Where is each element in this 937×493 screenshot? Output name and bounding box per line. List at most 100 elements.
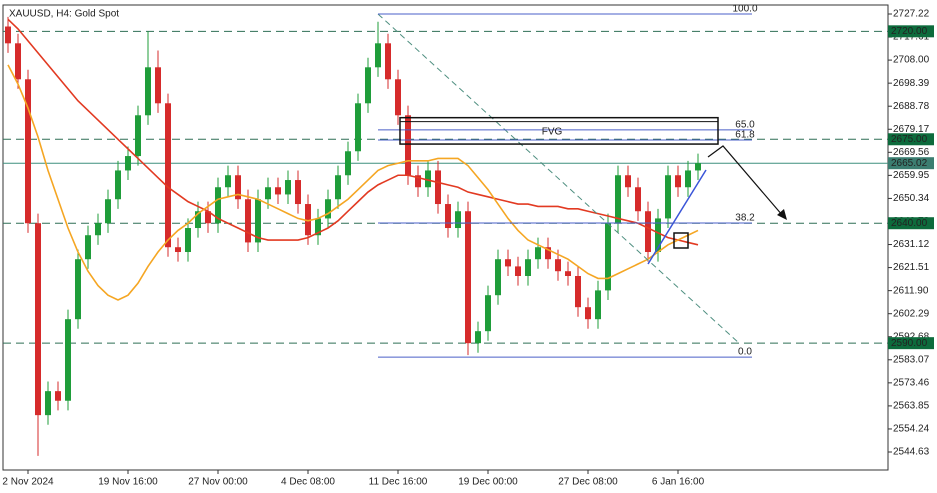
y-tick-label: 2631.12 — [893, 239, 930, 250]
candle-body — [5, 26, 11, 44]
y-tick-label: 2583.07 — [893, 354, 930, 365]
candle-body — [275, 187, 281, 195]
x-tick-label: 2 Nov 2024 — [2, 477, 54, 488]
trend-dashed-line — [377, 13, 741, 345]
candle-body — [635, 187, 641, 212]
candle-body — [235, 175, 241, 200]
candle-body — [305, 204, 311, 236]
candle-body — [315, 218, 321, 236]
y-tick-label: 2659.95 — [893, 170, 930, 181]
candle-body — [665, 175, 671, 219]
candle-body — [85, 235, 91, 260]
candle-body — [425, 170, 431, 188]
x-tick-label: 6 Jan 16:00 — [652, 477, 705, 488]
trend-line — [647, 169, 707, 265]
y-tick-label: 2698.39 — [893, 78, 930, 89]
level-label-box — [888, 337, 934, 350]
candle-body — [405, 115, 411, 176]
candle-body — [115, 170, 121, 200]
x-tick-label: 19 Dec 00:00 — [458, 477, 518, 488]
candle-body — [685, 170, 691, 188]
fvg-box — [399, 116, 719, 145]
arrow-head — [777, 209, 787, 220]
level-label: 2675.00 — [891, 134, 928, 145]
marker-box — [673, 232, 689, 249]
y-tick-label: 2688.78 — [893, 101, 930, 112]
y-tick-label: 2621.51 — [893, 262, 930, 273]
candle-body — [45, 391, 51, 416]
moving-average — [7, 64, 699, 301]
fib-label: 100.0 — [732, 4, 757, 15]
candle-body — [65, 319, 71, 401]
y-tick-label: 2611.90 — [893, 285, 929, 296]
candle-body — [25, 79, 31, 224]
candle-body — [445, 204, 451, 229]
candle-body — [185, 228, 191, 253]
candle-body — [485, 295, 491, 332]
candle-body — [415, 175, 421, 188]
y-tick-label: 2602.29 — [893, 308, 930, 319]
candle-body — [375, 43, 381, 68]
y-tick-label: 2679.17 — [893, 124, 930, 135]
candle-body — [585, 307, 591, 320]
fvg-label: FVG — [542, 127, 563, 138]
candle-body — [165, 103, 171, 248]
moving-average — [7, 18, 699, 246]
candle-body — [355, 103, 361, 152]
candle-body — [565, 271, 571, 277]
y-tick-label: 2708.00 — [893, 55, 930, 66]
y-tick-label: 2592.68 — [893, 331, 930, 342]
fib-label: 38.2 — [735, 213, 755, 224]
level-label: 2590.00 — [891, 338, 928, 349]
candle-body — [295, 180, 301, 205]
y-tick-label: 2544.63 — [893, 447, 930, 458]
candle-body — [645, 211, 651, 253]
candle-body — [175, 247, 181, 253]
candle-body — [75, 259, 81, 320]
candle-body — [245, 199, 251, 243]
candle-body — [385, 43, 391, 80]
y-tick-label: 2669.56 — [893, 147, 930, 158]
candle-body — [225, 175, 231, 188]
candle-body — [35, 223, 41, 416]
candle-body — [655, 218, 661, 253]
candle-body — [55, 391, 61, 401]
projection-arrow — [707, 145, 784, 217]
candle-body — [215, 187, 221, 224]
x-tick-label: 4 Dec 08:00 — [281, 477, 335, 488]
candle-body — [155, 67, 161, 104]
candle-body — [95, 223, 101, 236]
candle-body — [555, 259, 561, 272]
candle-body — [525, 259, 531, 277]
fib-label: 0.0 — [738, 347, 752, 358]
candle-body — [125, 156, 131, 171]
candle-body — [475, 331, 481, 344]
x-tick-label: 11 Dec 16:00 — [369, 477, 428, 488]
candle-body — [395, 79, 401, 116]
candle-body — [515, 266, 521, 277]
current-price-box — [888, 157, 934, 170]
candle-body — [15, 43, 21, 80]
chart-title: XAUUSD, H4: Gold Spot — [9, 9, 119, 20]
candle-body — [495, 259, 501, 296]
level-label: 2720.00 — [891, 26, 928, 37]
candle-body — [105, 199, 111, 224]
candle-body — [345, 151, 351, 176]
candle-body — [605, 223, 611, 291]
x-tick-label: 27 Dec 08:00 — [558, 477, 618, 488]
candle-body — [195, 211, 201, 229]
candle-body — [695, 163, 701, 171]
y-tick-label: 2563.85 — [893, 401, 930, 412]
candle-body — [325, 199, 331, 219]
y-tick-label: 2554.24 — [893, 424, 930, 435]
candle-body — [145, 67, 151, 116]
candle-body — [455, 211, 461, 229]
candle-body — [465, 211, 471, 344]
y-tick-label: 2650.34 — [893, 193, 930, 204]
x-tick-label: 19 Nov 16:00 — [98, 477, 158, 488]
candle-body — [255, 199, 261, 243]
y-tick-label: 2727.22 — [893, 9, 930, 20]
candle-body — [595, 290, 601, 320]
candle-body — [505, 259, 511, 267]
